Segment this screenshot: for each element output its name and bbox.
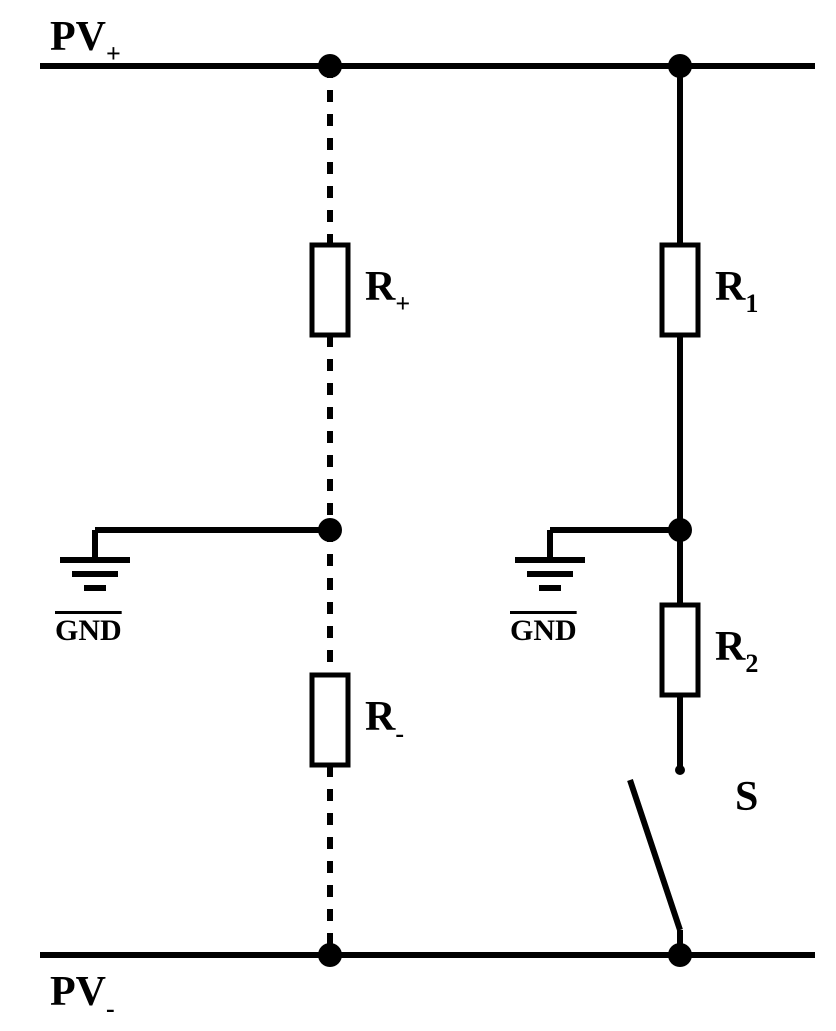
label-R-minus: R- [365, 694, 404, 748]
circuit-diagram: PV+ PV- R+ R- R1 R2 S GND GND [0, 0, 836, 1031]
ground-right-label: GND [510, 614, 577, 647]
node-5 [668, 943, 692, 967]
switch-arm [630, 780, 680, 930]
label-S: S [735, 774, 758, 820]
node-1 [668, 54, 692, 78]
label-pv-minus: PV- [50, 969, 115, 1023]
label-R-plus: R+ [365, 264, 410, 318]
label-pv-plus: PV+ [50, 14, 121, 68]
label-R2: R2 [715, 624, 758, 678]
node-3 [668, 518, 692, 542]
resistor-R-plus [312, 245, 348, 335]
node-0 [318, 54, 342, 78]
node-2 [318, 518, 342, 542]
switch-terminal-top [675, 765, 685, 775]
resistor-R2 [662, 605, 698, 695]
node-4 [318, 943, 342, 967]
resistor-R-minus [312, 675, 348, 765]
resistor-R1 [662, 245, 698, 335]
label-R1: R1 [715, 264, 758, 318]
ground-left-label: GND [55, 614, 122, 647]
